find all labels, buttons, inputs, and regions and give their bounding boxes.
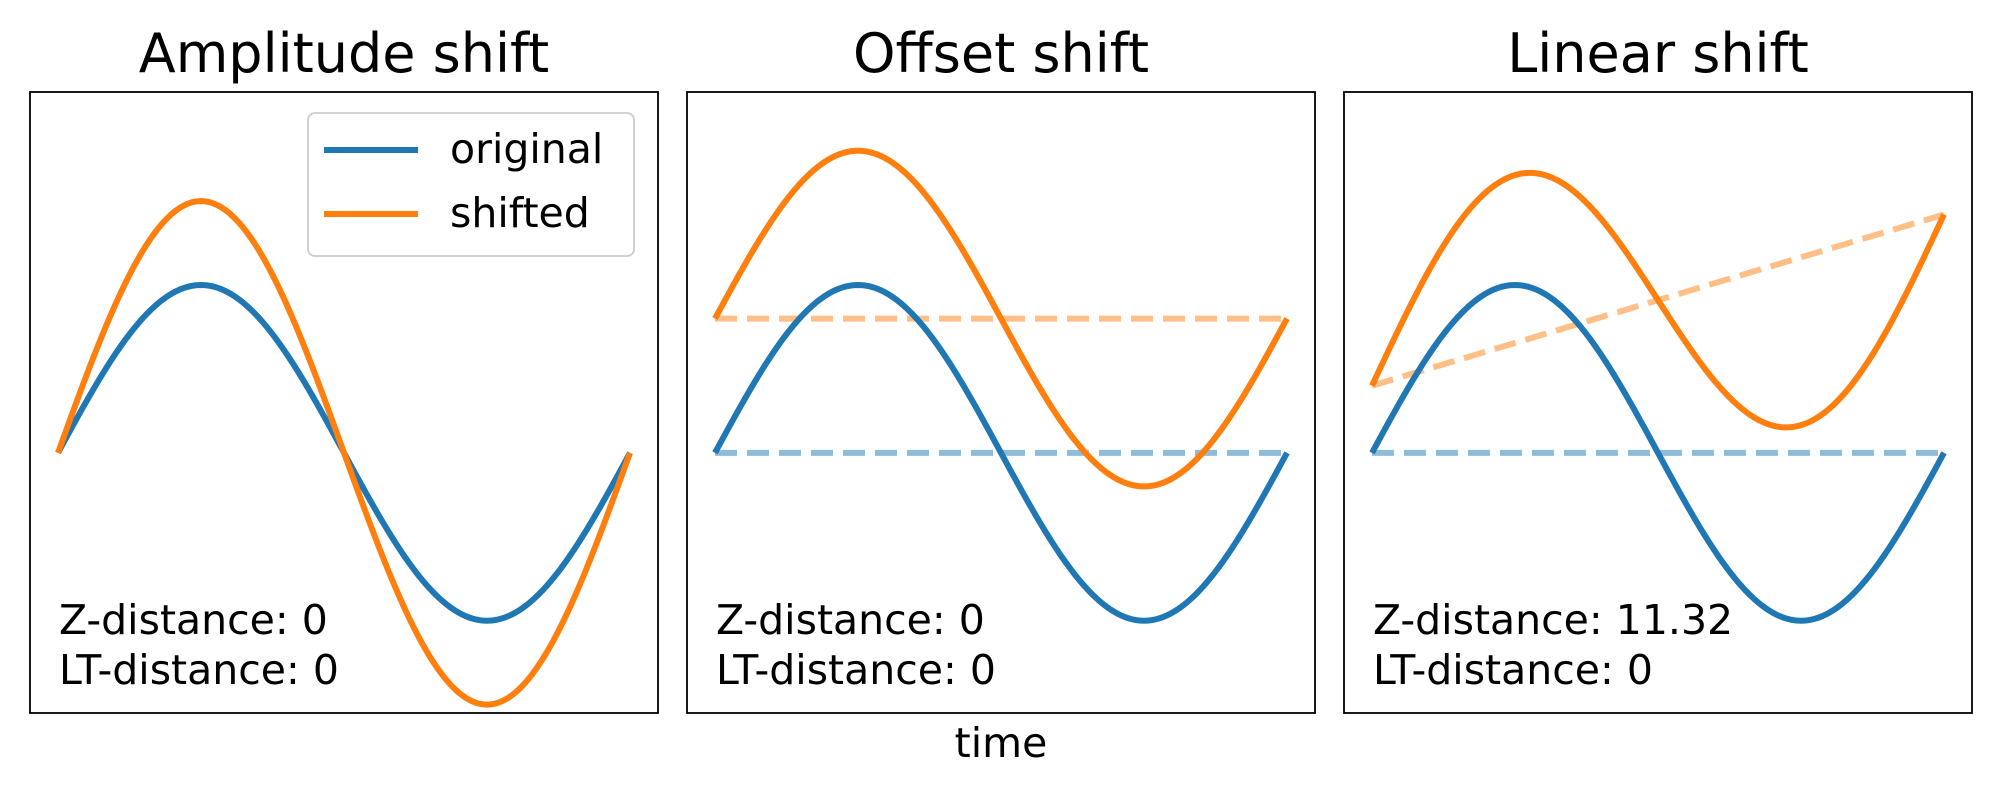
- series-line-original: [1369, 282, 1947, 624]
- panel-amplitude-shift: Amplitude shift Z-distance: 0 LT-distanc…: [29, 22, 659, 714]
- panel-title: Offset shift: [853, 22, 1149, 85]
- axes-frame: [686, 91, 1316, 714]
- legend: original shifted: [307, 112, 635, 257]
- z-distance-label: Z-distance: 11.32: [1373, 596, 1733, 644]
- legend-label-original: original: [450, 125, 603, 173]
- series-line-shifted: [55, 198, 633, 708]
- series-line-shifted: [1369, 169, 1947, 431]
- legend-label-shifted: shifted: [450, 189, 590, 237]
- panel-offset-shift: Offset shift Z-distance: 0 LT-distance: …: [686, 22, 1316, 714]
- series-line-original: [712, 282, 1290, 624]
- z-distance-label: Z-distance: 0: [716, 596, 985, 644]
- series-line-shifted: [712, 147, 1290, 490]
- panel-title: Amplitude shift: [139, 22, 549, 85]
- lt-distance-label: LT-distance: 0: [716, 646, 996, 694]
- series-layer: [1369, 169, 1947, 624]
- panel-title: Linear shift: [1507, 22, 1809, 85]
- axes-frame: [29, 91, 659, 714]
- plot-area: [1344, 92, 1972, 713]
- lt-distance-label: LT-distance: 0: [59, 646, 339, 694]
- lt-distance-label: LT-distance: 0: [1373, 646, 1653, 694]
- z-distance-label: Z-distance: 0: [59, 596, 328, 644]
- series-layer: [55, 198, 633, 708]
- series-layer: [712, 147, 1290, 624]
- x-axis-label: time: [955, 719, 1048, 767]
- panel-linear-shift: Linear shift Z-distance: 11.32 LT-distan…: [1343, 22, 1973, 714]
- axes-frame: [1343, 91, 1973, 714]
